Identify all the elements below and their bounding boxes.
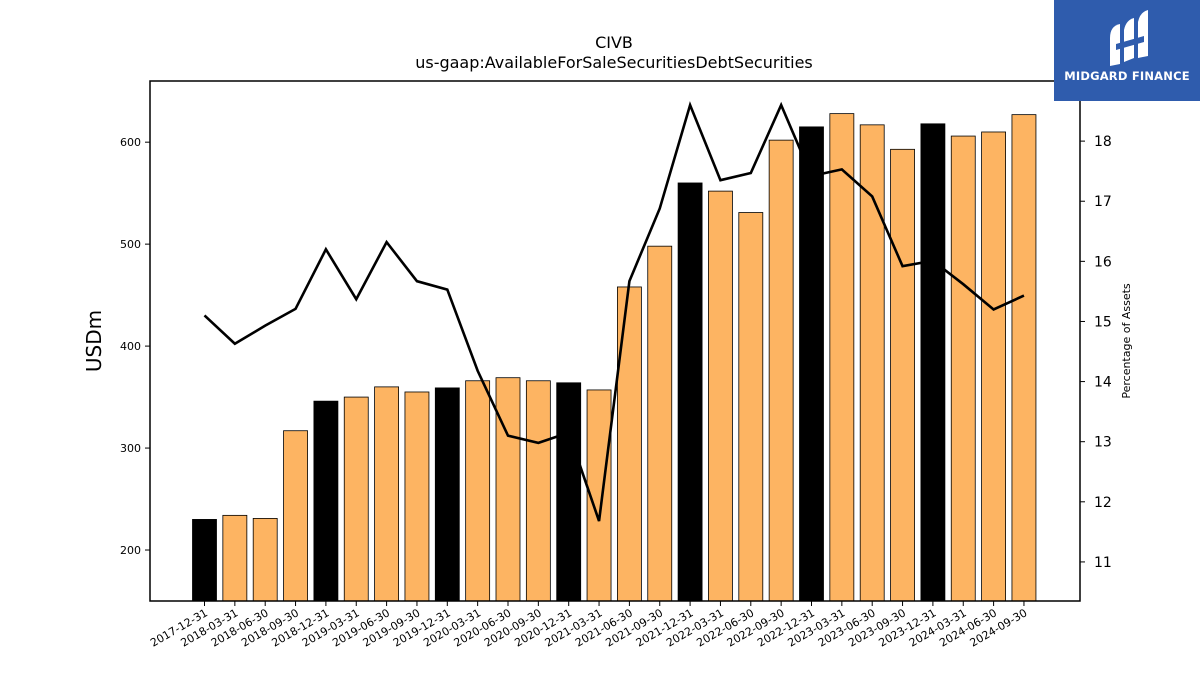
bar	[859, 124, 885, 602]
bar	[890, 148, 915, 602]
y-tick-label: 300	[120, 442, 141, 455]
bar	[920, 123, 946, 602]
bar	[465, 380, 491, 602]
y2-tick-label: 15	[1094, 314, 1112, 330]
bar	[768, 139, 794, 602]
y2-tick-label: 12	[1094, 495, 1112, 511]
y2-tick-label: 16	[1094, 254, 1112, 270]
bar	[313, 400, 339, 602]
x-axis: 2017-12-312018-03-312018-06-302018-09-30…	[148, 601, 1029, 650]
brand-logo: MIDGARD FINANCE	[1054, 0, 1200, 101]
bar-series	[192, 113, 1037, 602]
right-y-axis: 11 12 13 14 15 16 17 18	[1080, 134, 1112, 571]
y-axis-label: USDm	[82, 310, 106, 372]
y2-tick-label: 13	[1094, 435, 1112, 451]
y-tick-label: 600	[120, 136, 141, 149]
y-tick-label: 400	[120, 340, 141, 353]
y2-tick-label: 18	[1094, 134, 1112, 150]
bar	[799, 126, 824, 602]
bar	[343, 396, 369, 602]
bar	[708, 190, 733, 602]
chart-subtitle: us-gaap:AvailableForSaleSecuritiesDebtSe…	[415, 53, 813, 72]
y2-tick-label: 14	[1094, 375, 1112, 391]
left-y-axis: 200 300 400 500 600	[120, 136, 150, 557]
y2-tick-label: 11	[1094, 555, 1112, 571]
bar	[525, 380, 551, 602]
bar	[222, 514, 248, 602]
bar	[738, 212, 764, 602]
bar	[677, 182, 703, 602]
bar	[647, 245, 673, 602]
line-series	[203, 101, 1025, 522]
logo-text: MIDGARD FINANCE	[1064, 69, 1190, 83]
bar	[981, 131, 1006, 602]
bar	[434, 387, 460, 602]
bar	[283, 430, 308, 602]
plot-frame	[149, 80, 1081, 602]
bar	[374, 386, 400, 602]
bar	[1011, 114, 1037, 602]
bar	[252, 518, 278, 602]
percentage-line	[203, 101, 1025, 522]
y2-tick-label: 17	[1094, 194, 1112, 210]
y2-axis-label: Percentage of Assets	[1120, 283, 1133, 399]
bar	[404, 391, 430, 602]
logo-mark-icon	[1110, 10, 1148, 66]
bar	[495, 377, 521, 602]
bar	[556, 382, 582, 602]
bar	[192, 519, 217, 602]
y-tick-label: 500	[120, 238, 141, 251]
bar	[829, 113, 855, 602]
bar	[617, 286, 642, 602]
y-tick-label: 200	[120, 544, 141, 557]
chart-title: CIVB	[595, 33, 633, 52]
bar	[950, 135, 976, 602]
